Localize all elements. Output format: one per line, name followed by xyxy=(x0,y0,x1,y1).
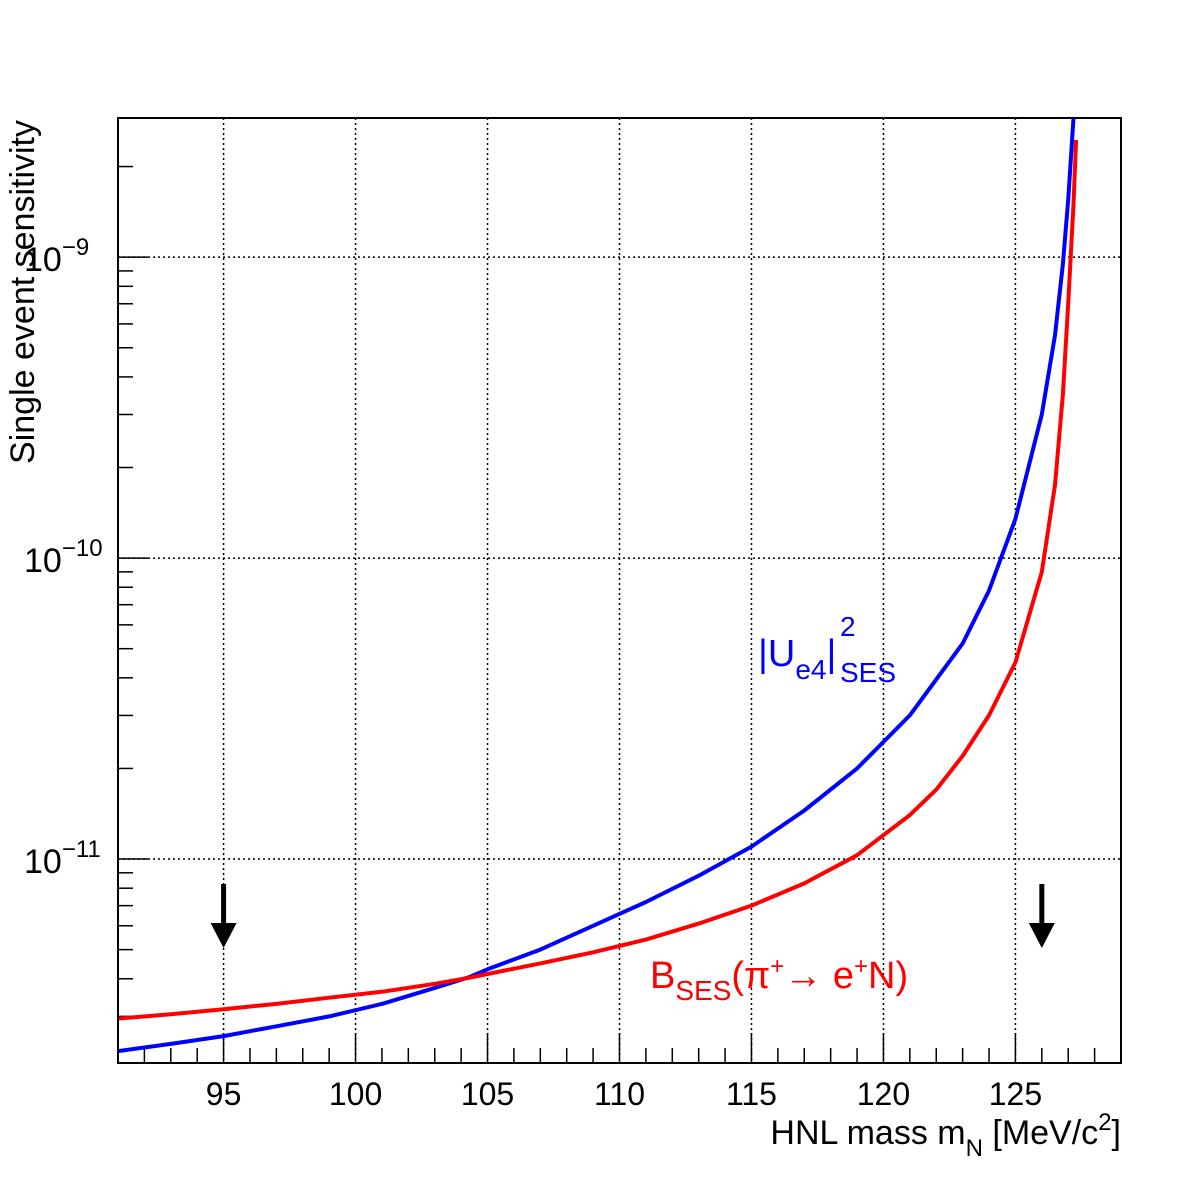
y-tick-base: 10 xyxy=(24,542,62,580)
y-tick-exp: −10 xyxy=(62,535,103,562)
ue4-pre: |U xyxy=(758,633,795,675)
ue4-sup: 2 xyxy=(840,611,856,642)
x-axis-title-tail: [MeV/c xyxy=(983,1114,1098,1152)
ue4-sub2: SES xyxy=(840,657,896,688)
series-bses-line xyxy=(117,139,1079,1021)
x-tick-label: 95 xyxy=(206,1076,242,1112)
y-tick-base: 10 xyxy=(24,843,62,881)
y-tick-label: 10−9 xyxy=(24,234,89,279)
x-axis-title-close: ] xyxy=(1112,1114,1121,1152)
bses-mid: (π xyxy=(731,955,770,997)
arrow-head xyxy=(1028,923,1055,948)
bses-sub: SES xyxy=(675,975,731,1006)
y-tick-base: 10 xyxy=(24,241,62,279)
x-tick-label: 100 xyxy=(329,1076,382,1112)
x-axis-title-sup: 2 xyxy=(1098,1109,1111,1136)
series-label-ue4: |Ue4|2 SES xyxy=(758,611,896,688)
x-tick-label: 115 xyxy=(726,1076,777,1112)
x-tick-labels: 95 100 105 110 115 120 125 xyxy=(206,1076,1042,1112)
x-axis-title-main: HNL mass m xyxy=(770,1114,965,1152)
ue4-sub: e4 xyxy=(795,654,826,685)
x-axis-title: HNL mass mN [MeV/c2] xyxy=(770,1109,1121,1162)
x-tick-label: 110 xyxy=(594,1076,645,1112)
bses-tail: N) xyxy=(868,955,908,997)
minor-ticks xyxy=(117,165,1122,1063)
grid xyxy=(118,118,1121,1063)
series-layer xyxy=(117,117,1079,1054)
y-tick-label: 10−10 xyxy=(24,535,103,580)
y-tick-exp: −11 xyxy=(62,836,101,863)
x-tick-label: 125 xyxy=(989,1076,1042,1112)
bses-sup2: + xyxy=(854,953,868,980)
bses-sup1: + xyxy=(770,953,784,980)
x-tick-label: 120 xyxy=(857,1076,910,1112)
y-axis-title: Single event sensitivity xyxy=(4,120,42,464)
arrow-head xyxy=(210,923,237,948)
y-tick-exp: −9 xyxy=(62,234,89,261)
annotation-arrows xyxy=(210,884,1055,948)
ue4-mid: | xyxy=(826,633,836,675)
bses-arrow: → e xyxy=(784,955,854,997)
bses-pre: B xyxy=(650,955,675,997)
x-axis-title-sub: N xyxy=(966,1135,983,1162)
series-ue4-line xyxy=(117,117,1076,1054)
plot-frame xyxy=(117,117,1122,1064)
x-tick-label: 105 xyxy=(461,1076,514,1112)
y-tick-label: 10−11 xyxy=(24,836,101,881)
series-label-bses: BSES(π+→ e+N) xyxy=(650,953,908,1006)
